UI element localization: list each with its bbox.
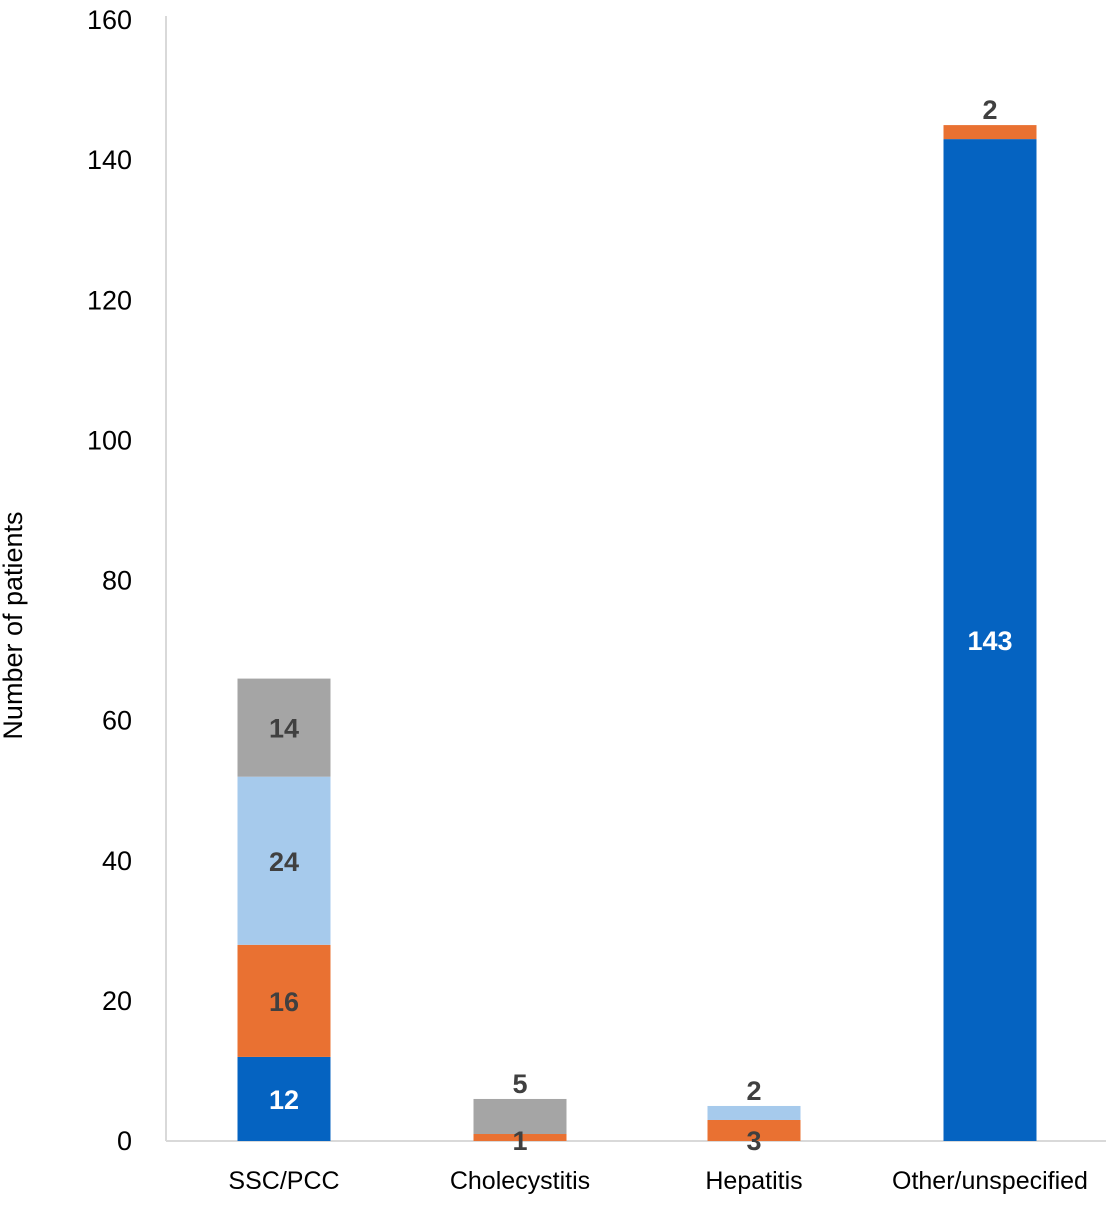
- y-tick-label: 100: [87, 425, 132, 455]
- data-label: 5: [512, 1069, 527, 1099]
- x-category-label: Cholecystitis: [450, 1167, 590, 1195]
- y-axis-ticks: 0 20 40 60 80 100 120 140 160: [87, 5, 132, 1156]
- y-tick-label: 40: [102, 846, 132, 876]
- y-tick-label: 120: [87, 285, 132, 315]
- bar-segment: [943, 139, 1037, 1141]
- bar-segment: [237, 1056, 331, 1141]
- bar-segment: [473, 1133, 567, 1141]
- data-label: 16: [269, 987, 299, 1017]
- data-label: 1: [512, 1126, 527, 1156]
- bar-segment: [707, 1105, 801, 1120]
- bar-segment: [237, 776, 331, 945]
- y-tick-label: 20: [102, 986, 132, 1016]
- data-label: 12: [269, 1085, 299, 1115]
- y-tick-label: 160: [87, 5, 132, 35]
- data-label: 14: [269, 714, 299, 744]
- x-axis-categories: SSC/PCC Cholecystitis Hepatitis Other/unspe…: [228, 1167, 1088, 1195]
- x-category-label: SSC/PCC: [228, 1167, 339, 1195]
- data-label: 2: [746, 1076, 761, 1106]
- y-axis-title: Number of patients: [0, 511, 28, 739]
- y-tick-label: 0: [117, 1126, 132, 1156]
- bar-segment: [237, 944, 331, 1057]
- bars: [237, 125, 1037, 1141]
- x-category-label: Hepatitis: [705, 1167, 802, 1195]
- y-tick-label: 80: [102, 566, 132, 596]
- bar-segment: [473, 1098, 567, 1134]
- data-label: 3: [746, 1126, 761, 1156]
- bar-segment: [237, 678, 331, 777]
- x-category-label: Other/unspecified: [892, 1167, 1088, 1195]
- y-tick-label: 60: [102, 706, 132, 736]
- data-labels: 12 16 24 14 1 5 3 2 143 2: [269, 95, 1013, 1156]
- bar-segment: [943, 125, 1037, 140]
- data-label: 24: [269, 847, 299, 877]
- y-tick-label: 140: [87, 145, 132, 175]
- data-label: 2: [982, 95, 997, 125]
- data-label: 143: [967, 626, 1012, 656]
- bar-segment: [707, 1119, 801, 1141]
